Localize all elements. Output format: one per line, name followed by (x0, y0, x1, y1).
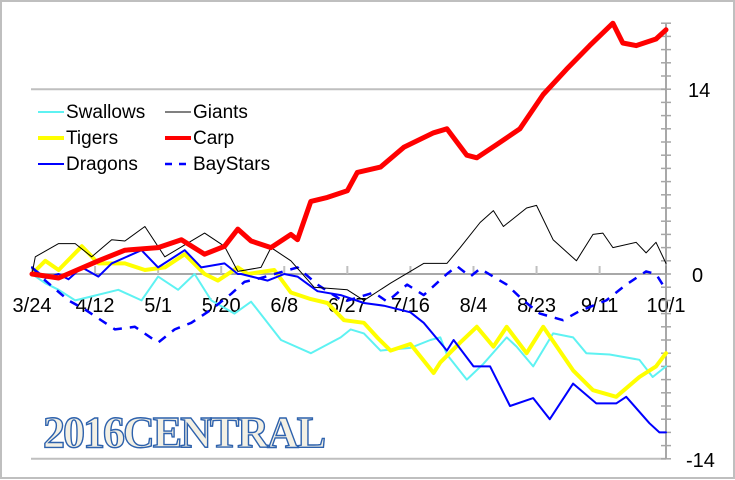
legend-item-swallows: Swallows (38, 102, 145, 123)
y-axis: 14 0 -14 (661, 22, 715, 472)
x-tick-label: 9/11 (581, 295, 618, 317)
x-tick-label: 5/1 (144, 295, 172, 317)
series-line-tigers (30, 244, 668, 399)
series-line-giants (31, 204, 667, 301)
legend-label: Swallows (66, 102, 145, 123)
x-tick-label: 8/4 (460, 295, 488, 317)
legend-label: Tigers (66, 128, 118, 149)
x-tick-label: 8/23 (517, 295, 556, 317)
x-tick-label: 7/16 (391, 295, 430, 317)
legend-item-giants: Giants (165, 102, 248, 123)
series-line-swallows (31, 273, 667, 381)
legend-label: Giants (193, 102, 248, 123)
y-tick-label: -14 (686, 450, 715, 472)
legend: Swallows Tigers Dragons Giants Carp BayStars (38, 102, 270, 175)
series-line-carp (29, 20, 669, 281)
legend-item-dragons: Dragons (38, 154, 138, 175)
x-tick-label: 4/12 (76, 295, 115, 317)
legend-item-baystars: BayStars (165, 154, 270, 175)
logo-title: 2016CENTRAL (43, 408, 325, 457)
x-tick-label: 6/8 (270, 295, 298, 317)
legend-item-tigers: Tigers (38, 128, 118, 149)
legend-item-carp: Carp (165, 128, 234, 149)
series-lines (29, 20, 669, 434)
series-line-baystars (31, 264, 664, 344)
legend-label: Carp (193, 128, 234, 149)
y-tick-label: 0 (692, 265, 703, 287)
gridlines (31, 88, 666, 460)
legend-label: Dragons (66, 154, 138, 175)
legend-label: BayStars (193, 154, 270, 175)
y-tick-label: 14 (688, 80, 710, 102)
x-tick-label: 3/24 (13, 295, 52, 317)
